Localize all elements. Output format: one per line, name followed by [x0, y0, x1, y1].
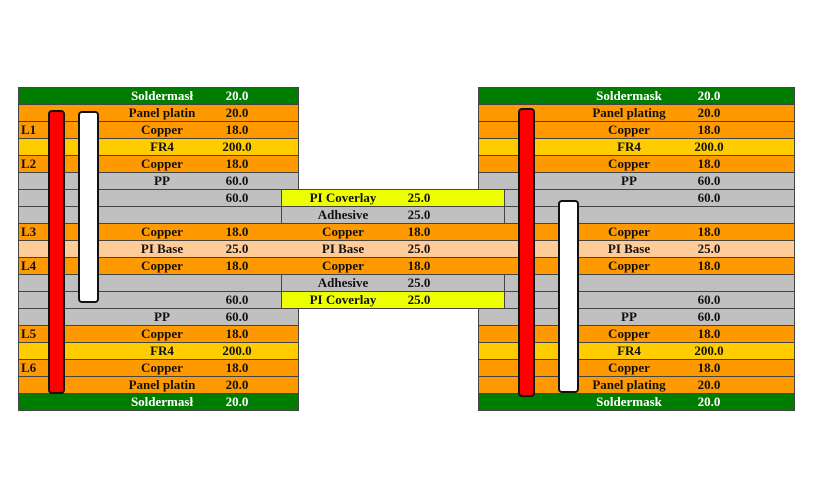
- left-material: Copper: [141, 156, 183, 171]
- right-material: Copper: [608, 224, 650, 239]
- right-material: Copper: [608, 258, 650, 273]
- flex-layer-adhesive: [281, 206, 505, 224]
- right-thickness: 18.0: [697, 224, 721, 239]
- left-thickness: 20.0: [225, 88, 249, 103]
- right-thickness: 60.0: [697, 173, 721, 188]
- left-thickness: 200.0: [222, 139, 252, 154]
- left-material: PP: [154, 173, 170, 188]
- right-thickness: 20.0: [697, 377, 721, 392]
- left-thickness: 20.0: [225, 394, 249, 409]
- right-thickness: 60.0: [697, 309, 721, 324]
- right-thickness: 18.0: [697, 326, 721, 341]
- left-thickness: 18.0: [225, 326, 249, 341]
- left-thickness: 200.0: [222, 343, 252, 358]
- left-material: Copper: [141, 258, 183, 273]
- flex-layer-pi_coverlay: [281, 291, 505, 309]
- flex-thickness: 25.0: [407, 275, 431, 290]
- flex-material: Adhesive: [317, 207, 369, 222]
- right-thickness: 18.0: [697, 122, 721, 137]
- flex-material: Copper: [322, 258, 364, 273]
- layer-label: L4: [21, 258, 37, 273]
- flex-thickness: 25.0: [407, 190, 431, 205]
- right-material: Panel plating: [592, 105, 666, 120]
- left-material: Copper: [141, 326, 183, 341]
- left-thickness: 60.0: [225, 292, 249, 307]
- flex-thickness: 18.0: [407, 224, 431, 239]
- right-thickness: 20.0: [697, 105, 721, 120]
- left-thickness: 60.0: [225, 173, 249, 188]
- flex-thickness: 25.0: [407, 207, 431, 222]
- left-thickness: 18.0: [225, 258, 249, 273]
- core-band-pi_base: [18, 240, 795, 258]
- right-thickness: 18.0: [697, 258, 721, 273]
- layer-label: L2: [21, 156, 37, 171]
- left-material: PP: [154, 309, 170, 324]
- right-thickness: 60.0: [697, 292, 721, 307]
- right-material: PI Base: [607, 241, 651, 256]
- right-through-via: [518, 108, 535, 397]
- flex-thickness: 18.0: [407, 258, 431, 273]
- right-layer-soldermask: [478, 393, 795, 411]
- core-band-copper: [18, 223, 795, 241]
- left-blind-via: [78, 111, 99, 303]
- right-thickness: 18.0: [697, 360, 721, 375]
- left-thickness: 18.0: [225, 224, 249, 239]
- flex-layer-adhesive: [281, 274, 505, 292]
- left-thickness: 18.0: [225, 360, 249, 375]
- left-material: Panel platin: [128, 105, 196, 120]
- flex-material: PI Coverlay: [309, 190, 377, 205]
- right-thickness: 60.0: [697, 190, 721, 205]
- right-material: FR4: [617, 343, 641, 358]
- left-material: Soldermasł: [130, 88, 194, 103]
- right-thickness: 200.0: [694, 139, 724, 154]
- flex-thickness: 25.0: [407, 292, 431, 307]
- right-thickness: 200.0: [694, 343, 724, 358]
- right-material: Soldermask: [596, 88, 662, 103]
- right-material: Copper: [608, 122, 650, 137]
- flex-material: PI Base: [321, 241, 365, 256]
- left-material: Copper: [141, 224, 183, 239]
- right-material: Copper: [608, 360, 650, 375]
- left-thickness: 60.0: [225, 190, 249, 205]
- layer-label: L1: [21, 122, 37, 137]
- left-through-via: [48, 110, 65, 394]
- left-thickness: 20.0: [225, 105, 249, 120]
- layer-label: L3: [21, 224, 37, 239]
- flex-thickness: 25.0: [407, 241, 431, 256]
- right-thickness: 20.0: [697, 394, 721, 409]
- left-material: PI Base: [140, 241, 184, 256]
- left-layer-soldermask: [18, 393, 299, 411]
- core-band-copper: [18, 257, 795, 275]
- left-material: Soldermasł: [130, 394, 194, 409]
- left-thickness: 25.0: [225, 241, 249, 256]
- right-material: Copper: [608, 326, 650, 341]
- left-material: Copper: [141, 360, 183, 375]
- right-thickness: 25.0: [697, 241, 721, 256]
- right-thickness: 20.0: [697, 88, 721, 103]
- right-material: PP: [621, 173, 637, 188]
- right-material: Copper: [608, 156, 650, 171]
- left-material: Copper: [141, 122, 183, 137]
- left-thickness: 60.0: [225, 309, 249, 324]
- right-thickness: 18.0: [697, 156, 721, 171]
- right-material: PP: [621, 309, 637, 324]
- left-material: Panel platin: [128, 377, 196, 392]
- left-thickness: 20.0: [225, 377, 249, 392]
- layer-label: L6: [21, 360, 37, 375]
- right-material: Soldermask: [596, 394, 662, 409]
- right-material: Panel plating: [592, 377, 666, 392]
- left-thickness: 18.0: [225, 156, 249, 171]
- flex-material: Copper: [322, 224, 364, 239]
- left-material: FR4: [150, 139, 174, 154]
- flex-material: PI Coverlay: [309, 292, 377, 307]
- left-thickness: 18.0: [225, 122, 249, 137]
- right-blind-via: [558, 200, 579, 393]
- left-material: FR4: [150, 343, 174, 358]
- layer-label: L5: [21, 326, 37, 341]
- flex-material: Adhesive: [317, 275, 369, 290]
- right-material: FR4: [617, 139, 641, 154]
